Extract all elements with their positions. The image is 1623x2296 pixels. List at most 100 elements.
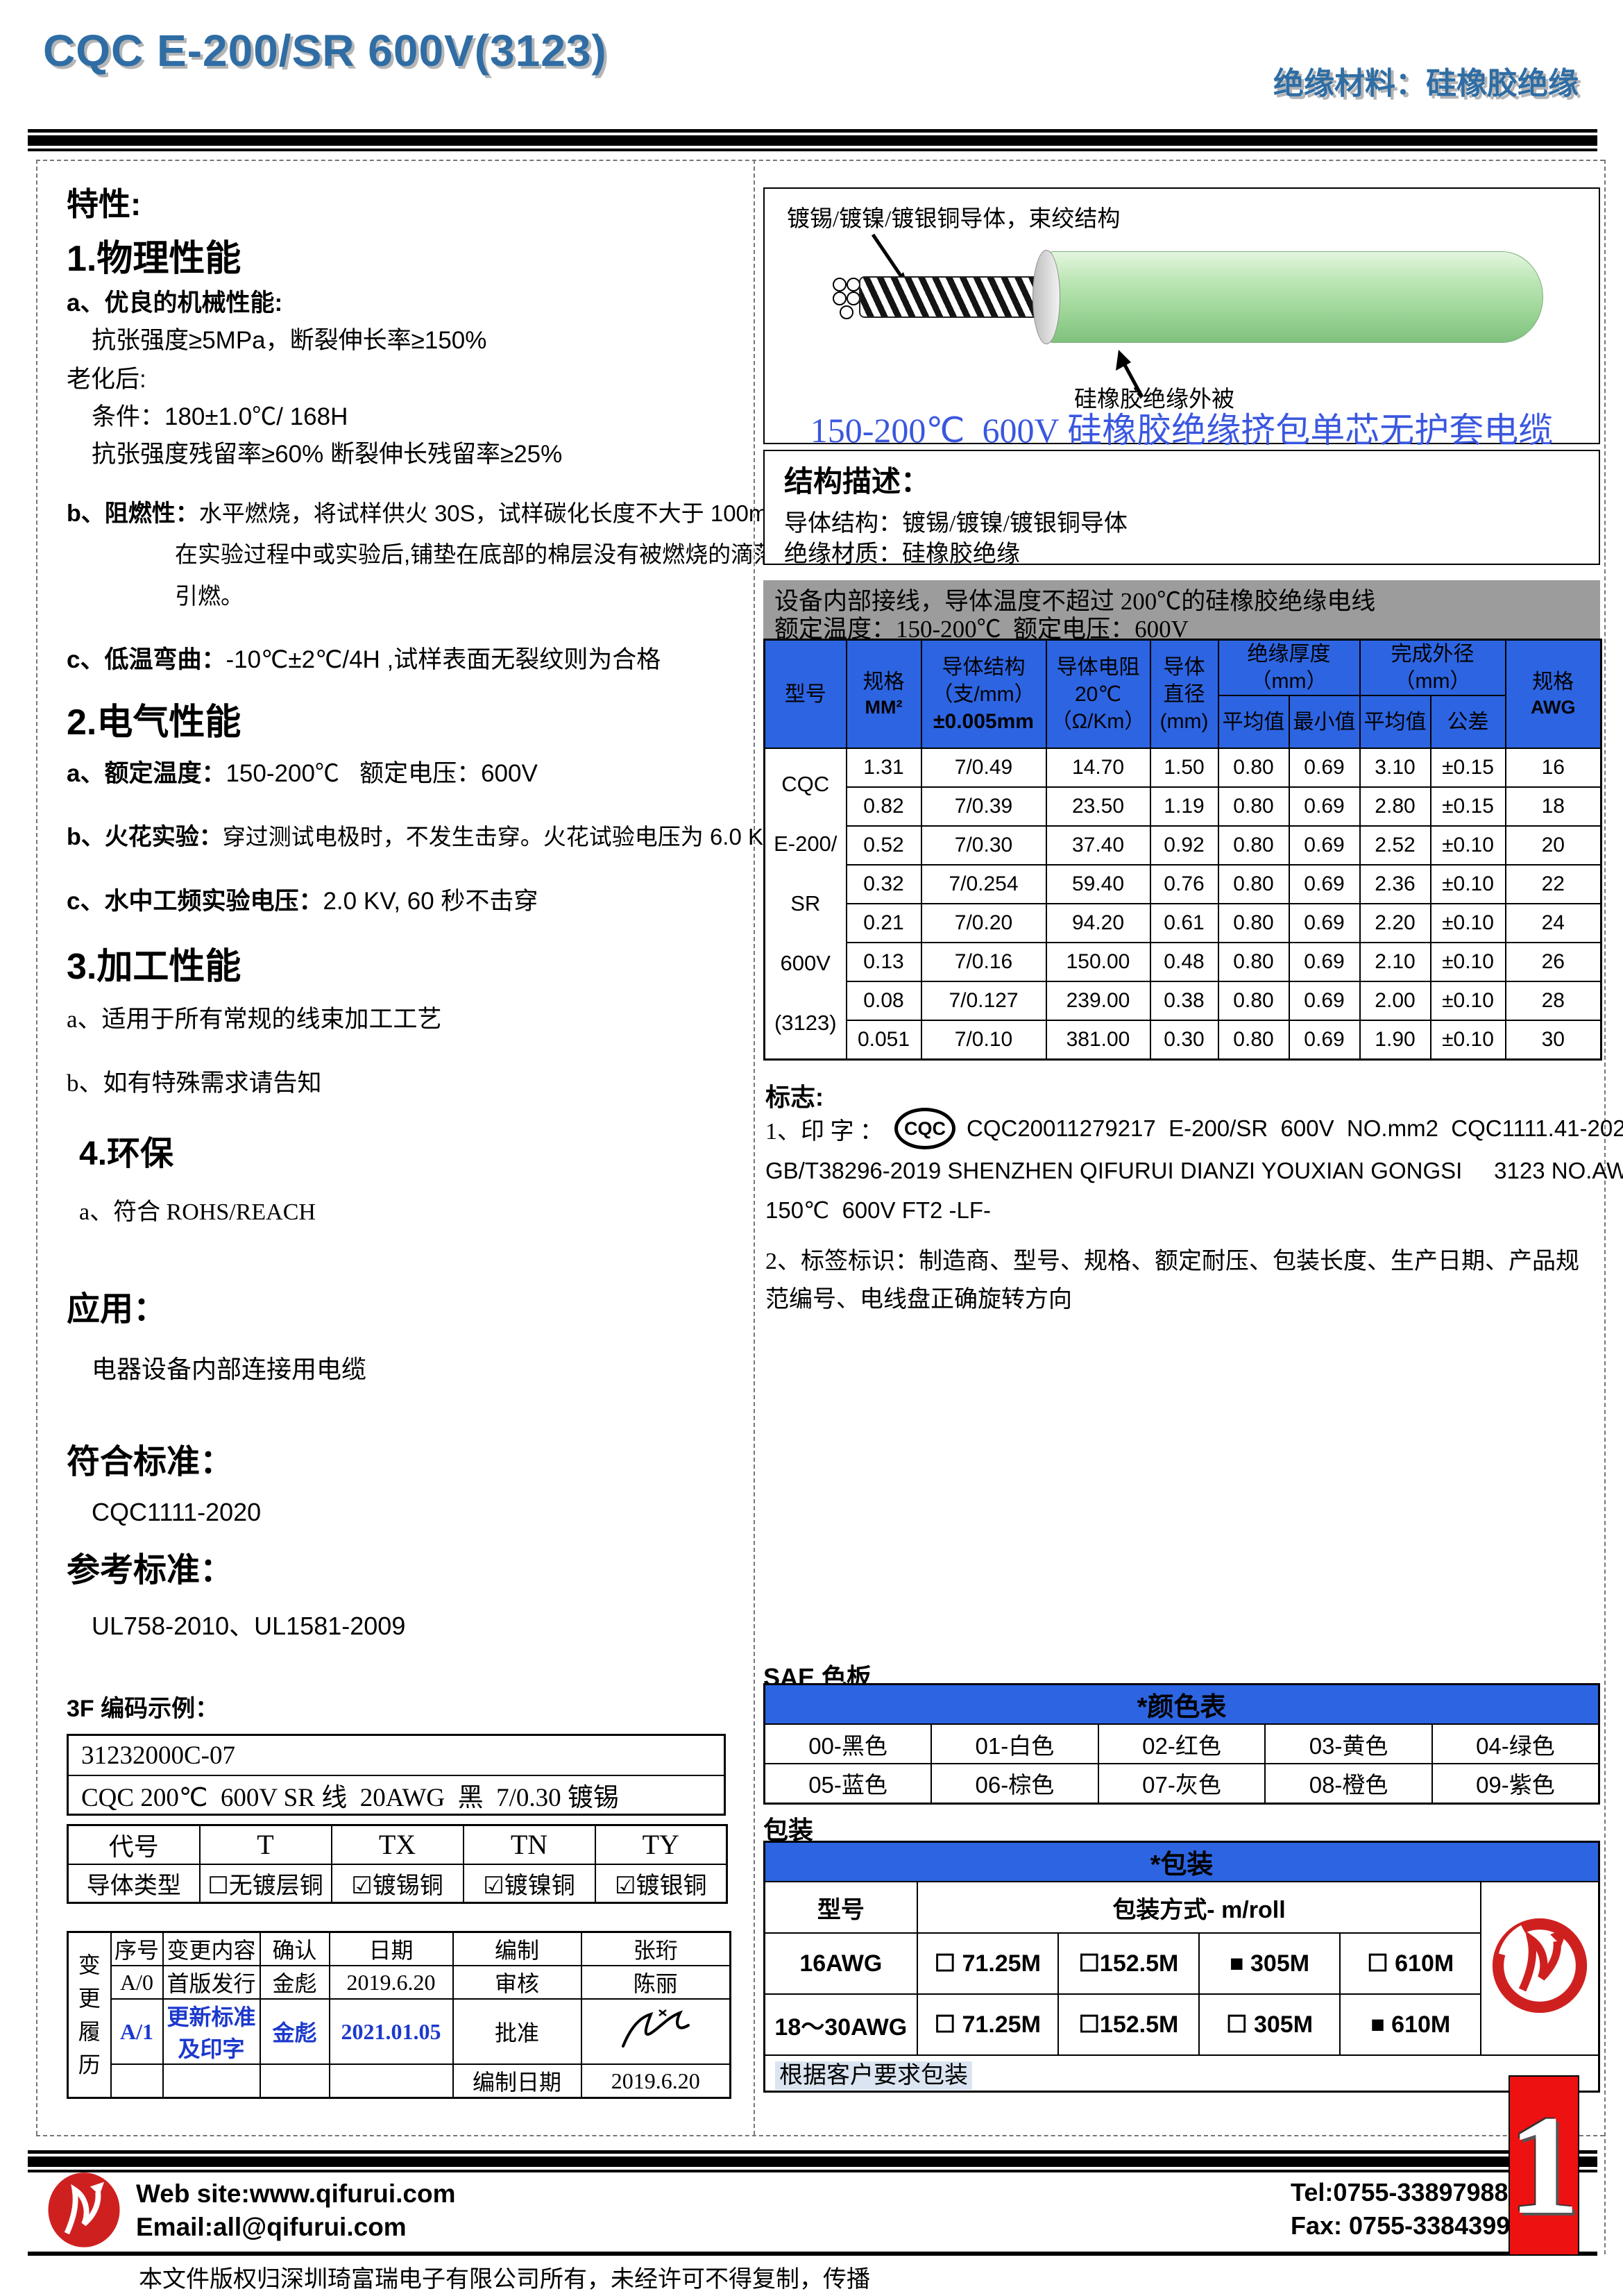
table-cell: 日期 (328, 1931, 454, 1966)
table-cell: 金彪 (259, 1965, 330, 2000)
item-flame-line3: 引燃。 (175, 583, 244, 609)
header-line: 绝缘厚度 (1247, 643, 1331, 666)
checkbox-tinned-copper: ☑镀锡铜 (330, 1863, 464, 1904)
cable-illustration-box: 镀锡/镀镍/镀银铜导体，束绞结构 硅橡胶绝缘外被 150-200℃ 600V 硅… (763, 187, 1600, 450)
table-cell: 2.36 (1359, 864, 1431, 904)
checkbox-16awg-71: ☐ 71.25M (916, 1932, 1059, 1995)
table-cell: 3.10 (1359, 748, 1431, 788)
header-line: 导体电阻 (1056, 655, 1140, 679)
table-cell: 59.40 (1045, 864, 1151, 904)
table-cell: 16AWG (763, 1932, 918, 1995)
section-code-example: 3F 编码示例： (67, 1696, 219, 1722)
header-line: ±0.005mm (933, 709, 1034, 733)
checkbox-silver-copper: ☑镀银铜 (594, 1863, 728, 1904)
table-row: 代号 T TX TN TY (67, 1824, 728, 1865)
table-cell: 0.80 (1217, 864, 1290, 904)
code-line-2: CQC 200℃ 600V SR 线 20AWG 黑 7/0.30 镀锡 (69, 1775, 724, 1814)
col-header-model: 型号 (763, 639, 847, 749)
table-cell: 0.38 (1149, 981, 1219, 1021)
table-cell: 0.80 (1217, 903, 1290, 943)
packing-note-cell: 根据客户要求包装 (763, 2054, 1600, 2092)
table-cell: 审核 (452, 1965, 582, 2000)
table-row: 0.051 7/0.10 381.00 0.30 0.80 0.69 1.90 ±0.10 30 (765, 1020, 1602, 1060)
table-cell: ±0.10 (1429, 1020, 1506, 1060)
table-cell: 26 (1504, 942, 1602, 982)
conductor-graphic (859, 276, 1038, 318)
footer-website[interactable]: Web site:www.qifurui.com (136, 2179, 456, 2208)
footer-copyright: 本文件版权归深圳琦富瑞电子有限公司所有，未经许可不得复制，传播 (139, 2267, 870, 2293)
table-cell: ±0.10 (1429, 981, 1506, 1021)
table-cell: 37.40 (1045, 825, 1151, 866)
header-line: MM² (865, 696, 903, 718)
item-rohs: a、符合 ROHS/REACH (79, 1199, 316, 1225)
table-cell: 07-灰色 (1097, 1763, 1266, 1804)
doc-title: CQC E-200/SR 600V(3123) (43, 26, 607, 76)
table-cell: 2021.01.05 (328, 1998, 454, 2065)
checkbox-16awg-152: ☐152.5M (1057, 1932, 1200, 1995)
table-cell: 批准 (452, 1998, 582, 2065)
table-cell: ±0.10 (1429, 942, 1506, 982)
company-logo-icon (1493, 1918, 1588, 2013)
table-cell: 7/0.39 (920, 786, 1047, 827)
usage-line-1: 设备内部接线，导体温度不超过 200℃的硅橡胶绝缘电线 (774, 588, 1376, 615)
header-line: AWG (1531, 696, 1576, 718)
table-cell: 18～30AWG (763, 1993, 918, 2056)
table-cell: 7/0.254 (920, 864, 1047, 904)
table-cell: 1.50 (1149, 748, 1219, 788)
checkbox-1830awg-610: ■ 610M (1339, 1993, 1482, 2056)
table-cell: 0.80 (1217, 1020, 1290, 1060)
table-cell: 18 (1504, 786, 1602, 827)
marking-print-line: 1、印 字 ： CQC CQC20011279217 E-200/SR 600V… (765, 1108, 1623, 1149)
table-cell: 代号 (67, 1824, 201, 1865)
table-cell: 序号 (110, 1931, 164, 1966)
section-electrical: 2.电气性能 (67, 702, 241, 743)
table-cell: 94.20 (1045, 903, 1151, 943)
table-cell: 0.92 (1149, 825, 1219, 866)
col-header-construction: 导体结构 （支/mm） ±0.005mm (920, 639, 1047, 749)
table-cell: 02-红色 (1097, 1723, 1266, 1764)
table-cell: 0.69 (1288, 786, 1361, 827)
footer-email[interactable]: Email:all@qifurui.com (136, 2213, 407, 2241)
section-ref-standards: 参考标准： (67, 1552, 234, 1589)
table-row: 型号 包装方式- m/roll (763, 1881, 1600, 2056)
packing-table: *包装 型号 包装方式- m/roll 16AWG ☐ 71.25M ☐152.… (763, 1841, 1600, 2093)
table-cell: 0.80 (1217, 825, 1290, 866)
table-row: 00-黑色 01-白色 02-红色 03-黄色 04-绿色 (763, 1723, 1600, 1764)
col-header-tol: 公差 (1429, 695, 1506, 749)
table-cell: 0.69 (1288, 748, 1361, 788)
table-cell: 00-黑色 (763, 1723, 933, 1764)
frame-left (36, 160, 37, 2135)
col-header-awg: 规格 AWG (1504, 639, 1602, 749)
approval-signature-cell (580, 1998, 731, 2065)
marking-print-label: 1、印 字 ： (765, 1118, 883, 1145)
header-line: 20℃ (1074, 682, 1122, 706)
col-header-size: 规格 MM² (845, 639, 922, 749)
conductor-label: 镀锡/镀镍/镀银铜导体，束绞结构 (787, 207, 1121, 232)
table-cell: TX (330, 1824, 464, 1865)
checkbox-bare-copper: ☐无镀层铜 (198, 1863, 332, 1904)
table-row: A/0 首版发行 金彪 2019.6.20 审核 陈丽 (68, 1965, 731, 2000)
table-cell: 03-黄色 (1264, 1723, 1433, 1764)
table-row: 导体类型 ☐无镀层铜 ☑镀锡铜 ☑镀镍铜 ☑镀银铜 (67, 1863, 728, 1904)
item-spark-label: b、火花实验： (67, 824, 223, 850)
section-environment: 4.环保 (79, 1136, 174, 1172)
table-cell: 0.80 (1217, 786, 1290, 827)
table-cell: 04-绿色 (1431, 1723, 1600, 1764)
item-application: 电器设备内部连接用电缆 (92, 1356, 367, 1383)
table-cell: 24 (1504, 903, 1602, 943)
marking-line-3: 150℃ 600V FT2 -LF- (765, 1197, 992, 1223)
col-header-avg: 平均值 (1217, 695, 1290, 749)
section-processing: 3.加工性能 (67, 947, 241, 987)
item-coldbend: c、低温弯曲：-10℃±2℃/4H ,试样表面无裂纹则为合格 (67, 640, 661, 675)
item-flame: b、阻燃性：水平燃烧，将试样供火 30S，试样碳化长度不大于 100mm， (67, 494, 810, 528)
table-row: 0.13 7/0.16 150.00 0.48 0.80 0.69 2.10 ±0.10 26 (765, 942, 1602, 982)
footer-tel: Tel:0755-33897988 (1291, 2178, 1509, 2206)
table-cell: TN (462, 1824, 596, 1865)
footer-fax: Fax: 0755-33843991-3 (1291, 2211, 1547, 2240)
table-row: 0.52 7/0.30 37.40 0.92 0.80 0.69 2.52 ±0.10 20 (765, 825, 1602, 866)
item-spark: b、火花实验：穿过测试电极时，不发生击穿。火花试验电压为 6.0 KV (67, 818, 779, 852)
table-cell: 1.31 (845, 748, 922, 788)
spec-body: CQC E-200/ SR 600V (3123) 1.31 7/0.49 14.7… (763, 748, 1602, 1060)
doc-subtitle: 绝缘材料：硅橡胶绝缘 (1273, 67, 1579, 101)
